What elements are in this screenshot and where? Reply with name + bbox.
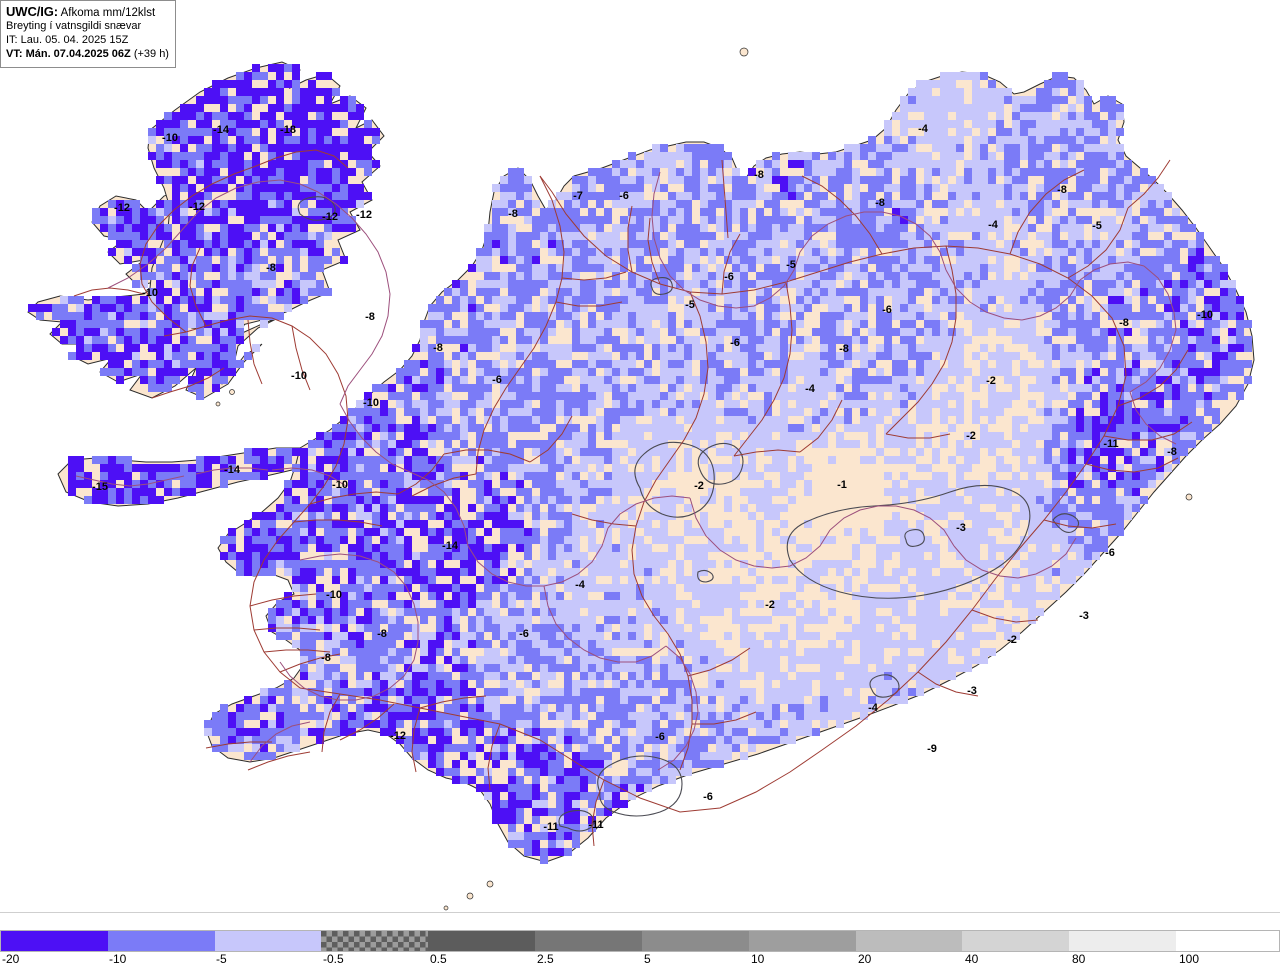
field-value-label: -3 bbox=[967, 685, 977, 697]
field-value-label: -6 bbox=[655, 731, 665, 743]
valid-time: Mán. 07.04.2025 06Z bbox=[26, 48, 131, 60]
field-value-label: -8 bbox=[266, 262, 276, 274]
field-value-label: -2 bbox=[765, 599, 775, 611]
field-value-label: -2 bbox=[966, 430, 976, 442]
map-canvas[interactable]: -10 -14 -18 -12 -12 -12 -8 -10 -8 -12 -8 -7 -6 -8 -8 -4… bbox=[0, 0, 1280, 912]
colorbar-tick-5: 2.5 bbox=[537, 952, 554, 966]
field-value-label: -8 bbox=[839, 343, 849, 355]
field-value-label: -8 bbox=[377, 628, 387, 640]
parameter-name: Afkoma mm/12klst bbox=[61, 7, 156, 19]
field-value-label: -8 bbox=[1167, 446, 1177, 458]
field-value-label: -6 bbox=[703, 791, 713, 803]
valid-time-prefix: VT: bbox=[6, 48, 23, 60]
colorbar-segment-6 bbox=[642, 931, 749, 951]
field-value-label: -6 bbox=[619, 190, 629, 202]
map-info-box: UWC/IG: Afkoma mm/12klst Breyting í vatn… bbox=[0, 0, 176, 68]
field-value-label: -14 bbox=[224, 464, 240, 476]
field-value-label: -15 bbox=[92, 481, 108, 493]
field-value-label: -4 bbox=[805, 383, 815, 395]
precipitation-change-colorbar[interactable] bbox=[0, 930, 1280, 952]
colorbar-segment-0 bbox=[1, 931, 108, 951]
field-value-label: -12 bbox=[356, 209, 372, 221]
field-value-label: -11 bbox=[588, 819, 603, 831]
colorbar-tick-8: 20 bbox=[858, 952, 871, 966]
field-value-label: -8 bbox=[875, 197, 885, 209]
field-value-label: -10 bbox=[162, 132, 178, 144]
colorbar-segment-10 bbox=[1069, 931, 1176, 951]
iceland-map-graphic bbox=[0, 0, 1280, 912]
field-value-label: -2 bbox=[694, 480, 704, 492]
field-value-label: -3 bbox=[956, 522, 966, 534]
colorbar-tick-9: 40 bbox=[965, 952, 978, 966]
field-value-label: -6 bbox=[492, 374, 502, 386]
field-value-label: -11 bbox=[543, 821, 558, 833]
field-value-label: -8 bbox=[1057, 184, 1067, 196]
colorbar-segment-5 bbox=[535, 931, 642, 951]
colorbar-tick-2: -5 bbox=[216, 952, 227, 966]
field-value-label: -1 bbox=[837, 479, 847, 491]
field-value-label: -7 bbox=[573, 190, 583, 202]
lead-time: (+39 h) bbox=[134, 48, 169, 60]
field-value-label: -5 bbox=[786, 259, 796, 271]
field-value-label: -4 bbox=[918, 123, 928, 135]
field-value-label: -9 bbox=[927, 743, 937, 755]
field-value-label: -6 bbox=[882, 304, 892, 316]
field-value-label: -4 bbox=[575, 579, 585, 591]
colorbar-segment-1 bbox=[108, 931, 215, 951]
colorbar-tick-6: 5 bbox=[644, 952, 651, 966]
model-name: UWC/IG: bbox=[6, 4, 58, 19]
colorbar-segment-2 bbox=[215, 931, 322, 951]
field-value-label: -8 bbox=[754, 169, 764, 181]
field-value-label: -6 bbox=[724, 271, 734, 283]
colorbar-tick-10: 80 bbox=[1072, 952, 1085, 966]
colorbar-segment-9 bbox=[962, 931, 1069, 951]
field-value-label: -5 bbox=[1092, 220, 1102, 232]
colorbar-segment-4 bbox=[428, 931, 535, 951]
field-value-label: -10 bbox=[326, 589, 342, 601]
colorbar-segment-11 bbox=[1176, 931, 1279, 951]
field-value-label: -8 bbox=[321, 652, 331, 664]
colorbar-tick-3: -0.5 bbox=[323, 952, 344, 966]
colorbar-tick-11: 100 bbox=[1179, 952, 1199, 966]
colorbar-tick-labels: -20 -10 -5 -0.5 0.5 2.5 5 10 20 40 80 100 bbox=[0, 952, 1280, 968]
field-value-label: -8 bbox=[1119, 317, 1129, 329]
field-value-label: -8 bbox=[433, 342, 443, 354]
field-value-label: -10 bbox=[142, 287, 158, 299]
colorbar-segment-7 bbox=[749, 931, 856, 951]
field-value-label: -10 bbox=[1197, 309, 1213, 321]
field-value-label: -12 bbox=[390, 730, 406, 742]
field-value-label: -14 bbox=[213, 124, 229, 136]
field-value-label: -3 bbox=[1079, 610, 1089, 622]
colorbar-tick-7: 10 bbox=[751, 952, 764, 966]
field-value-label: -6 bbox=[1105, 547, 1115, 559]
field-value-label: -2 bbox=[986, 375, 996, 387]
field-value-label: -4 bbox=[868, 702, 878, 714]
colorbar-segment-8 bbox=[856, 931, 963, 951]
field-value-label: -12 bbox=[322, 211, 338, 223]
field-value-label: -11 bbox=[1103, 438, 1118, 450]
field-value-label: -10 bbox=[291, 370, 307, 382]
field-value-label: -6 bbox=[730, 337, 740, 349]
field-value-label: -6 bbox=[519, 628, 529, 640]
field-value-label: -12 bbox=[189, 201, 205, 213]
field-value-label: -12 bbox=[114, 202, 130, 214]
field-value-label: -14 bbox=[442, 540, 458, 552]
init-time: IT: Lau. 05. 04. 2025 15Z bbox=[6, 34, 171, 48]
colorbar-tick-4: 0.5 bbox=[430, 952, 447, 966]
colorbar-segment-3 bbox=[321, 931, 428, 951]
field-value-label: -4 bbox=[988, 219, 998, 231]
parameter-subtitle: Breyting í vatnsgildi snævar bbox=[6, 20, 171, 34]
field-value-label: -5 bbox=[685, 299, 695, 311]
field-value-label: -2 bbox=[1007, 634, 1017, 646]
field-value-label: -8 bbox=[508, 208, 518, 220]
field-value-label: -8 bbox=[365, 311, 375, 323]
colorbar-tick-1: -10 bbox=[109, 952, 126, 966]
colorbar-tick-0: -20 bbox=[2, 952, 19, 966]
field-value-label: -18 bbox=[280, 124, 296, 136]
field-value-label: -10 bbox=[332, 479, 348, 491]
field-value-label: -10 bbox=[363, 397, 379, 409]
